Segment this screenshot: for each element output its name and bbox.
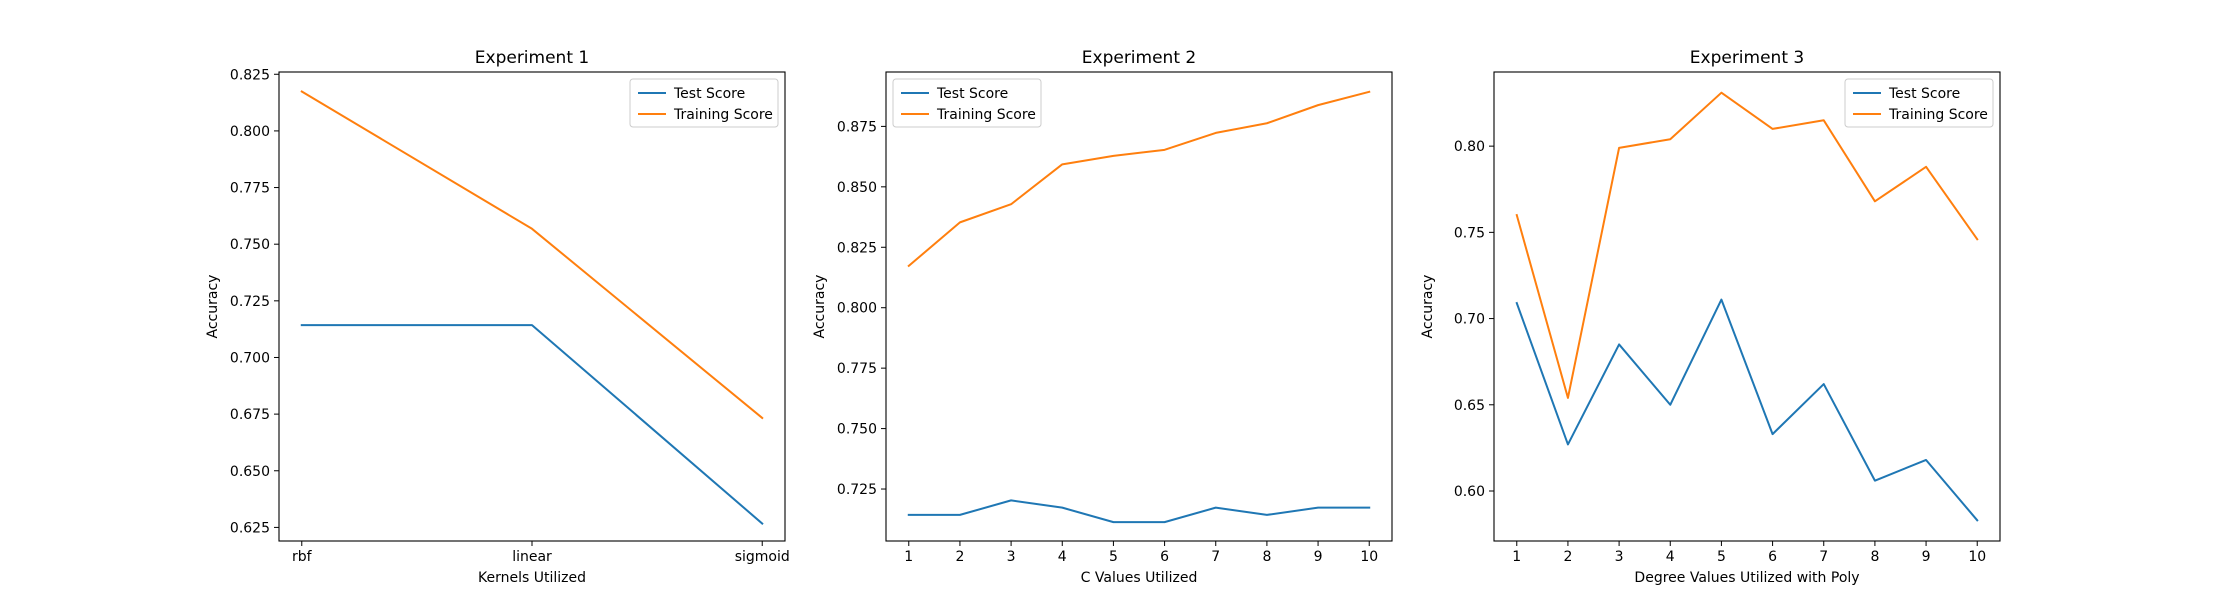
x-axis-label: Degree Values Utilized with Poly <box>1634 570 1859 586</box>
x-tick-label: linear <box>512 549 552 565</box>
x-tick-label: 7 <box>1211 549 1220 565</box>
y-tick-label: 0.825 <box>837 240 877 256</box>
legend-box <box>629 78 779 128</box>
x-tick-label: 9 <box>1314 549 1323 565</box>
y-tick-label: 0.775 <box>837 361 877 377</box>
y-tick-label: 0.875 <box>837 119 877 135</box>
y-axis-label: Accuracy <box>1420 275 1436 339</box>
y-axis-label: Accuracy <box>205 275 221 339</box>
y-tick-label: 0.75 <box>1454 225 1485 241</box>
x-tick-label: 4 <box>1666 549 1675 565</box>
x-tick-label: 4 <box>1058 549 1067 565</box>
y-tick-label: 0.775 <box>230 181 270 197</box>
x-tick-label: 1 <box>1512 549 1521 565</box>
y-tick-label: 0.825 <box>230 67 270 83</box>
chart-title: Experiment 3 <box>1690 48 1804 68</box>
x-tick-label: 5 <box>1717 549 1726 565</box>
x-tick-label: 6 <box>1160 549 1169 565</box>
x-tick-label: 1 <box>904 549 913 565</box>
chart-panel-2: Experiment 2 1 2 3 4 5 6 7 8 9 10 0.725 0.750 0.775 0.… <box>812 48 1393 586</box>
legend-box <box>1844 78 1994 128</box>
x-tick-label: 2 <box>955 549 964 565</box>
series-line-training-score <box>1515 91 1979 399</box>
y-tick-label: 0.60 <box>1454 484 1485 500</box>
chart-title: Experiment 1 <box>475 48 589 68</box>
chart-title: Experiment 2 <box>1082 48 1196 68</box>
x-tick-label: 8 <box>1870 549 1879 565</box>
y-tick-label: 0.625 <box>230 520 270 536</box>
y-tick-label: 0.850 <box>837 180 877 196</box>
plot-frame <box>1493 71 2001 542</box>
legend-label: Test Score <box>936 86 1008 102</box>
x-axis-label: C Values Utilized <box>1081 570 1198 586</box>
x-tick-label: 3 <box>1007 549 1016 565</box>
chart-panel-1: Experiment 1 rbf linear sigmoid 0.625 0.650 0.… <box>205 48 790 586</box>
legend-label: Training Score <box>1888 107 1988 123</box>
y-tick-label: 0.800 <box>837 301 877 317</box>
x-tick-label: 10 <box>1360 549 1378 565</box>
y-tick-label: 0.700 <box>230 350 270 366</box>
legend: Test Score Training Score <box>1844 78 1994 128</box>
series-line-training-score <box>300 90 764 420</box>
legend: Test Score Training Score <box>892 78 1042 128</box>
legend-box <box>892 78 1042 128</box>
x-tick-label: sigmoid <box>735 549 790 565</box>
legend-label: Training Score <box>673 107 773 123</box>
y-tick-label: 0.725 <box>837 482 877 498</box>
x-tick-label: 6 <box>1768 549 1777 565</box>
x-tick-label: 3 <box>1615 549 1624 565</box>
x-tick-label: rbf <box>292 549 313 565</box>
y-tick-label: 0.800 <box>230 124 270 140</box>
plot-frame <box>278 71 786 542</box>
y-tick-label: 0.750 <box>837 422 877 438</box>
legend-label: Test Score <box>1888 86 1960 102</box>
x-tick-label: 7 <box>1819 549 1828 565</box>
y-tick-label: 0.675 <box>230 407 270 423</box>
x-tick-label: 5 <box>1109 549 1118 565</box>
legend-label: Training Score <box>936 107 1036 123</box>
y-tick-label: 0.65 <box>1454 398 1485 414</box>
series-line-training-score <box>907 90 1371 268</box>
series-line-test-score <box>300 324 764 525</box>
series-line-test-score <box>1515 298 1979 522</box>
series-line-test-score <box>907 499 1371 524</box>
y-tick-label: 0.750 <box>230 237 270 253</box>
plot-frame <box>885 71 1393 542</box>
legend-label: Test Score <box>673 86 745 102</box>
x-tick-label: 8 <box>1262 549 1271 565</box>
y-tick-label: 0.650 <box>230 464 270 480</box>
y-tick-label: 0.80 <box>1454 139 1485 155</box>
y-tick-label: 0.725 <box>230 294 270 310</box>
x-tick-label: 2 <box>1563 549 1572 565</box>
chart-panel-3: Experiment 3 1 2 3 4 5 6 7 8 9 10 0.60 0.65 0.70 0.75 0… <box>1420 48 2001 586</box>
x-tick-label: 10 <box>1968 549 1986 565</box>
legend: Test Score Training Score <box>629 78 779 128</box>
y-tick-label: 0.70 <box>1454 312 1485 328</box>
x-axis-label: Kernels Utilized <box>478 570 586 586</box>
y-axis-label: Accuracy <box>812 275 828 339</box>
x-tick-label: 9 <box>1922 549 1931 565</box>
